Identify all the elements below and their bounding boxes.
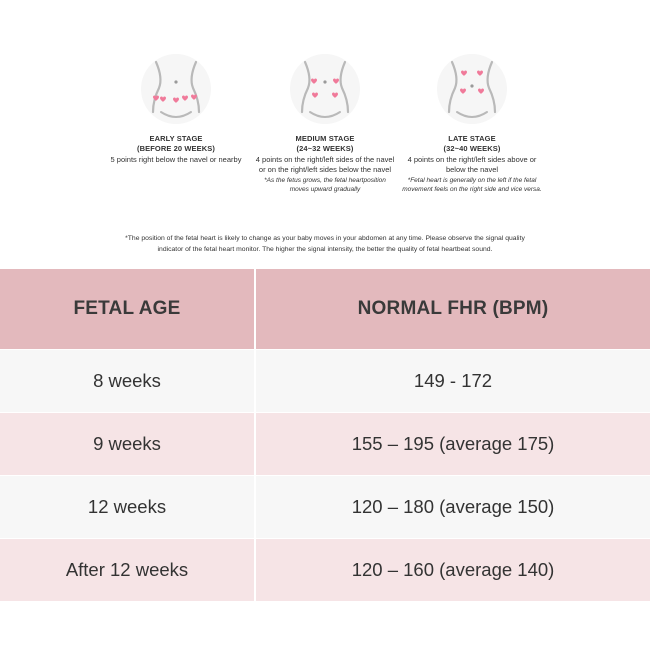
stage-medium: MEDIUM STAGE (24~32 WEEKS) 4 points on t… [225,52,425,194]
table-row: 8 weeks 149 - 172 [0,349,650,412]
stage-weeks: (BEFORE 20 WEEKS) [137,144,215,153]
fhr-cell: 120 – 180 (average 150) [351,496,555,517]
fhr-cell: 149 - 172 [413,370,493,391]
stage-note: moves upward gradually [289,186,361,193]
table-row: 9 weeks 155 – 195 (average 175) [0,412,650,475]
stage-description: 4 points on the right/left sides of the … [255,155,395,164]
stage-title: LATE STAGE [448,134,496,143]
stage-description: or on the right/left sides below the nav… [258,165,392,174]
stage-note: *Fetal heart is generally on the left if… [407,177,537,184]
stage-description: 5 points right below the navel or nearby [110,155,242,164]
fetal-age-cell: 8 weeks [0,350,256,412]
stage-note: movement feels on the right side and vic… [402,186,542,193]
table-header-row: FETAL AGE NORMAL FHR (BPM) [0,269,650,349]
header-normal-fhr: NORMAL FHR (BPM) [357,298,549,319]
fetal-age-cell: 12 weeks [0,476,256,538]
stage-guide: EARLY STAGE (BEFORE 20 WEEKS) 5 points r… [0,52,650,212]
belly-hearts-icon [141,54,211,124]
header-fetal-age: FETAL AGE [0,269,256,349]
fhr-table: FETAL AGE NORMAL FHR (BPM) 8 weeks 149 -… [0,269,650,601]
table-row: After 12 weeks 120 – 160 (average 140) [0,538,650,601]
stage-weeks: (32~40 WEEKS) [443,144,501,153]
position-footnote: *The position of the fetal heart is like… [100,233,550,255]
table-row: 12 weeks 120 – 180 (average 150) [0,475,650,538]
stage-title: MEDIUM STAGE [295,134,355,143]
stage-early: EARLY STAGE (BEFORE 20 WEEKS) 5 points r… [76,52,276,165]
stage-weeks: (24~32 WEEKS) [296,144,354,153]
stage-late: LATE STAGE (32~40 WEEKS) 4 points on the… [372,52,572,194]
fetal-age-cell: 9 weeks [0,413,256,475]
fhr-cell: 120 – 160 (average 140) [351,559,555,580]
stage-description: below the navel [445,165,499,174]
footnote-line: *The position of the fetal heart is like… [125,235,525,242]
stage-note: *As the fetus grows, the fetal heartposi… [264,177,386,184]
stage-title: EARLY STAGE [149,134,203,143]
belly-hearts-icon [290,54,360,124]
fhr-cell: 155 – 195 (average 175) [351,433,555,454]
stage-description: 4 points on the right/left sides above o… [407,155,537,164]
fetal-age-cell: After 12 weeks [0,539,256,601]
footnote-line: indicator of the fetal heart monitor. Th… [157,246,493,253]
belly-hearts-icon [437,54,507,124]
